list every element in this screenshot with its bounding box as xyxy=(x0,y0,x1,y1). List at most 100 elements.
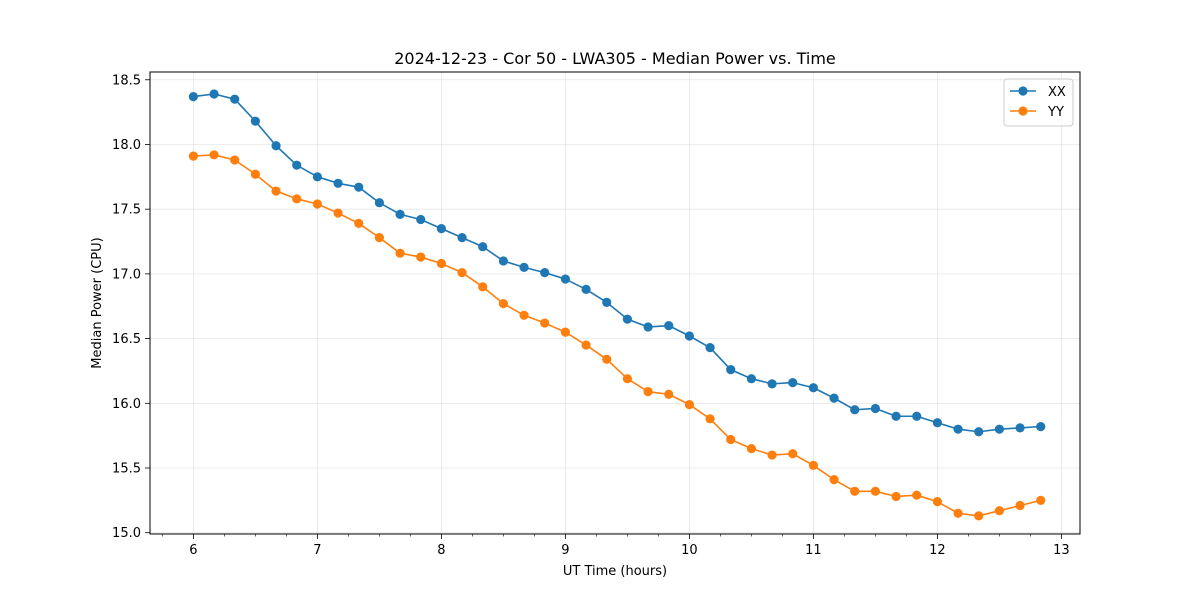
data-point-xx xyxy=(209,89,219,99)
data-point-xx xyxy=(478,242,488,252)
data-point-xx xyxy=(974,427,984,437)
x-tick-label: 9 xyxy=(561,543,569,558)
data-point-yy xyxy=(912,490,922,500)
data-point-xx xyxy=(560,274,571,284)
data-point-xx xyxy=(870,403,881,414)
data-point-yy xyxy=(870,486,881,496)
data-point-xx xyxy=(705,343,715,353)
data-point-xx xyxy=(188,91,198,102)
data-point-yy xyxy=(746,443,757,454)
data-point-yy xyxy=(560,327,571,337)
data-point-yy xyxy=(209,150,219,160)
data-point-xx xyxy=(250,116,260,126)
grid-lines xyxy=(150,72,1080,534)
data-point-xx xyxy=(436,223,446,234)
data-point-xx xyxy=(354,182,364,192)
data-point-xx xyxy=(230,94,240,104)
data-point-yy xyxy=(395,248,405,258)
data-point-yy xyxy=(1036,495,1046,505)
data-point-yy xyxy=(808,460,819,471)
data-point-xx xyxy=(808,383,819,393)
y-tick-label: 18.5 xyxy=(112,73,141,88)
x-tick-label: 8 xyxy=(437,543,445,558)
data-point-yy xyxy=(478,282,488,292)
data-point-yy xyxy=(602,354,612,364)
data-point-yy xyxy=(519,310,529,320)
data-point-yy xyxy=(498,299,508,309)
data-point-xx xyxy=(498,256,508,266)
data-point-xx xyxy=(1036,421,1046,432)
data-point-yy xyxy=(188,151,198,161)
data-point-xx xyxy=(540,267,550,278)
data-point-yy xyxy=(581,340,591,350)
data-point-yy xyxy=(788,449,798,459)
data-point-yy xyxy=(767,450,777,460)
data-point-yy xyxy=(684,399,695,410)
data-point-xx xyxy=(602,297,612,307)
y-tick-label: 15.0 xyxy=(112,526,141,541)
data-point-yy xyxy=(850,486,860,496)
data-point-xx xyxy=(767,379,777,389)
data-point-xx xyxy=(726,365,736,375)
y-tick-label: 15.5 xyxy=(112,462,141,477)
series-yy xyxy=(188,150,1046,521)
data-point-yy xyxy=(271,186,281,196)
x-tick-label: 7 xyxy=(313,543,321,558)
y-tick-label: 16.5 xyxy=(112,332,141,347)
data-point-xx xyxy=(994,424,1005,434)
data-point-xx xyxy=(457,233,467,243)
data-point-yy xyxy=(436,258,446,269)
data-point-xx xyxy=(912,411,922,421)
data-point-yy xyxy=(1015,500,1025,511)
data-point-xx xyxy=(395,209,405,219)
data-point-xx xyxy=(312,172,322,182)
data-point-yy xyxy=(374,233,384,243)
data-point-yy xyxy=(312,199,322,209)
y-tick-label: 17.5 xyxy=(112,203,141,218)
data-point-yy xyxy=(230,155,240,165)
data-point-yy xyxy=(540,318,550,328)
y-tick-label: 18.0 xyxy=(112,138,141,153)
data-point-yy xyxy=(250,169,260,179)
x-tick-label: 12 xyxy=(929,543,946,558)
data-point-yy xyxy=(726,434,736,445)
y-tick-label: 17.0 xyxy=(112,267,141,282)
data-point-yy xyxy=(932,497,943,507)
data-point-yy xyxy=(974,511,984,521)
series-xx xyxy=(188,89,1046,437)
data-point-xx xyxy=(953,424,963,434)
data-point-yy xyxy=(953,508,963,518)
data-point-xx xyxy=(829,393,839,403)
data-point-xx xyxy=(850,405,860,415)
data-point-xx xyxy=(622,314,633,324)
x-tick-label: 10 xyxy=(681,543,698,558)
data-point-xx xyxy=(891,411,901,421)
data-point-xx xyxy=(1015,423,1025,433)
x-tick-label: 11 xyxy=(805,543,822,558)
data-point-yy xyxy=(829,475,839,485)
data-point-xx xyxy=(932,418,943,428)
data-point-xx xyxy=(416,214,426,225)
data-point-xx xyxy=(643,322,653,332)
data-point-xx xyxy=(684,331,695,341)
legend-label-yy: YY xyxy=(1047,105,1064,120)
data-point-yy xyxy=(416,252,426,262)
data-point-yy xyxy=(333,208,343,218)
data-point-yy xyxy=(664,389,674,399)
legend: XX YY xyxy=(1003,78,1074,127)
chart-title: 2024-12-23 - Cor 50 - LWA305 - Median Po… xyxy=(394,49,836,68)
data-point-yy xyxy=(457,267,467,278)
data-point-yy xyxy=(292,194,302,204)
data-point-xx xyxy=(374,198,384,208)
data-point-yy xyxy=(622,374,633,384)
y-axis-label: Median Power (CPU) xyxy=(90,237,105,368)
y-tick-label: 16.0 xyxy=(112,397,141,412)
data-point-xx xyxy=(271,141,281,151)
legend-marker-yy xyxy=(1018,106,1028,116)
plot-frame xyxy=(149,71,1081,535)
data-point-yy xyxy=(705,414,715,424)
data-point-xx xyxy=(333,178,343,188)
x-tick-label: 6 xyxy=(189,543,197,558)
data-point-xx xyxy=(664,321,674,331)
